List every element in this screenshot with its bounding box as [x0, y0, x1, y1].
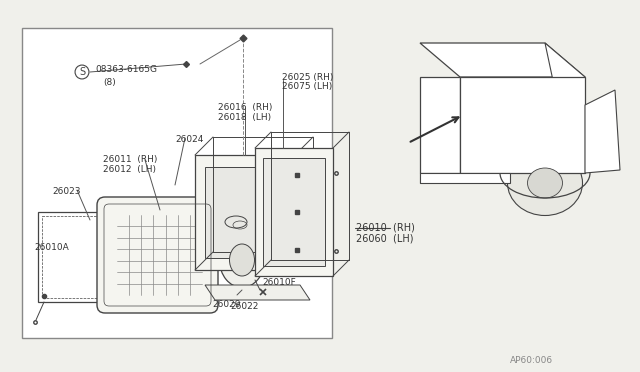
Text: 26029: 26029: [212, 300, 241, 309]
Text: 26012  (LH): 26012 (LH): [103, 165, 156, 174]
Text: 26018  (LH): 26018 (LH): [218, 113, 271, 122]
Text: 26010A: 26010A: [34, 243, 68, 252]
Text: 26022: 26022: [230, 302, 259, 311]
Text: 26016  (RH): 26016 (RH): [218, 103, 273, 112]
Polygon shape: [420, 43, 585, 77]
Text: 26025 (RH): 26025 (RH): [282, 73, 333, 82]
Polygon shape: [585, 90, 620, 173]
Bar: [255, 148, 333, 276]
Bar: [263, 158, 325, 266]
Bar: [462, 103, 497, 131]
Ellipse shape: [527, 168, 563, 198]
Text: 26010  (RH): 26010 (RH): [356, 222, 415, 232]
Ellipse shape: [508, 151, 582, 215]
Bar: [205, 167, 285, 258]
Bar: [42, 216, 102, 298]
Ellipse shape: [230, 244, 255, 276]
Text: 26023: 26023: [52, 187, 81, 196]
Text: S: S: [79, 67, 85, 77]
Text: 26011  (RH): 26011 (RH): [103, 155, 157, 164]
Text: 26060  (LH): 26060 (LH): [356, 233, 413, 243]
FancyBboxPatch shape: [97, 197, 218, 313]
Bar: [425, 97, 451, 119]
Bar: [38, 212, 106, 302]
Text: (8): (8): [103, 78, 116, 87]
Text: 26010F: 26010F: [262, 278, 296, 287]
Bar: [195, 155, 295, 270]
Bar: [22, 28, 332, 338]
Polygon shape: [420, 173, 510, 183]
Polygon shape: [460, 77, 585, 173]
Text: 08363-6165G: 08363-6165G: [95, 65, 157, 74]
Text: 26075 (LH): 26075 (LH): [282, 82, 332, 91]
Polygon shape: [205, 285, 310, 300]
Text: AP60:006: AP60:006: [510, 356, 553, 365]
Polygon shape: [545, 43, 585, 107]
Text: 26024: 26024: [175, 135, 204, 144]
Ellipse shape: [220, 232, 264, 288]
Polygon shape: [420, 77, 460, 173]
